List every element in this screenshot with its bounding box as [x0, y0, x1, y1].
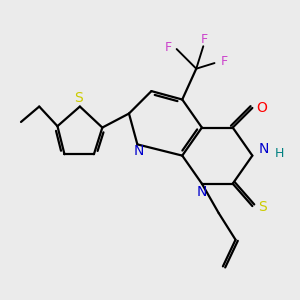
Text: N: N: [197, 184, 207, 199]
Text: F: F: [221, 55, 228, 68]
Text: O: O: [257, 101, 268, 115]
Text: N: N: [134, 144, 144, 158]
Text: F: F: [165, 41, 172, 54]
Text: H: H: [274, 147, 284, 160]
Text: F: F: [201, 33, 208, 46]
Text: S: S: [258, 200, 266, 214]
Text: S: S: [74, 91, 83, 105]
Text: N: N: [259, 142, 269, 156]
